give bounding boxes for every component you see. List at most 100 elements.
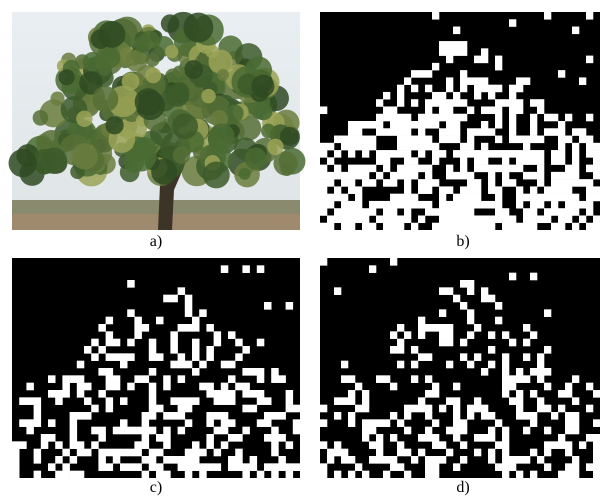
mask-pixel [516,412,523,420]
mask-pixel [199,449,207,457]
mask-pixel [120,463,128,471]
mask-pixel [286,390,294,398]
mask-pixel [544,215,551,223]
mask-pixel [98,463,106,471]
mask-pixel [439,208,446,216]
mask-pixel [453,99,460,107]
mask-pixel [467,208,474,216]
mask-pixel [355,383,362,391]
mask-pixel [586,56,593,64]
mask-pixel [425,375,432,383]
mask-pixel [320,201,327,209]
mask-pixel [383,114,390,122]
mask-pixel [62,449,70,457]
mask-pixel [537,157,544,165]
mask-pixel [221,419,229,427]
mask-pixel [178,427,186,435]
mask-pixel [474,92,481,100]
mask-pixel [460,70,467,78]
mask-pixel [453,41,460,49]
mask-pixel [509,121,516,129]
mask-pixel [446,223,453,231]
mask-pixel [593,157,600,165]
mask-pixel [106,449,114,457]
mask-pixel [390,456,397,464]
mask-pixel [586,405,593,413]
mask-pixel [544,427,551,435]
mask-pixel [120,419,128,427]
mask-pixel [502,215,509,223]
mask-pixel [509,165,516,173]
mask-pixel [376,375,383,383]
mask-pixel [369,201,376,209]
mask-pixel [523,412,530,420]
mask-pixel [411,456,418,464]
mask-pixel [383,215,390,223]
mask-pixel [551,194,558,202]
mask-pixel [264,463,272,471]
mask-pixel [474,223,481,231]
leaf-cluster [33,110,49,126]
mask-pixel [495,136,502,144]
mask-pixel [467,361,474,369]
mask-pixel [537,375,544,383]
mask-pixel [502,353,509,361]
mask-pixel [481,56,488,64]
mask-pixel [530,186,537,194]
mask-pixel [355,208,362,216]
leaf-cluster [166,84,189,107]
mask-pixel [235,339,243,347]
mask-pixel [397,143,404,151]
mask-pixel [509,215,516,223]
mask-pixel [523,157,530,165]
mask-pixel [446,208,453,216]
mask-pixel [509,375,516,383]
mask-pixel [404,208,411,216]
mask-pixel [425,186,432,194]
mask-pixel [185,405,193,413]
mask-pixel [228,397,236,405]
mask-pixel [453,405,460,413]
mask-pixel [558,150,565,158]
mask-pixel [432,99,439,107]
mask-pixel [432,324,439,332]
mask-pixel [509,150,516,158]
mask-pixel [404,128,411,136]
mask-pixel [558,434,565,442]
mask-pixel [439,41,446,49]
mask-pixel [156,317,164,325]
mask-pixel [149,339,157,347]
mask-pixel [530,412,537,420]
mask-pixel [509,339,516,347]
mask-pixel [551,157,558,165]
mask-pixel [446,85,453,93]
mask-pixel [474,186,481,194]
mask-pixel [70,419,78,427]
mask-pixel [12,456,20,464]
mask-pixel [348,150,355,158]
mask-pixel [348,456,355,464]
mask-pixel [271,471,279,479]
mask-pixel [544,449,551,457]
mask-pixel [425,179,432,187]
mask-pixel [460,99,467,107]
mask-pixel [77,471,85,479]
mask-pixel [185,449,193,457]
mask-pixel [488,186,495,194]
mask-pixel [495,150,502,158]
mask-pixel [178,353,186,361]
mask-pixel [418,114,425,122]
leaf-cluster [76,111,92,127]
mask-pixel [341,136,348,144]
mask-pixel [530,471,537,479]
mask-pixel [362,419,369,427]
mask-pixel [113,449,121,457]
mask-pixel [334,449,341,457]
leaf-cluster [41,147,68,174]
mask-pixel [544,208,551,216]
mask-pixel [397,136,404,144]
mask-pixel [271,412,279,420]
mask-pixel [348,121,355,129]
mask-pixel [488,346,495,354]
mask-pixel [411,121,418,129]
